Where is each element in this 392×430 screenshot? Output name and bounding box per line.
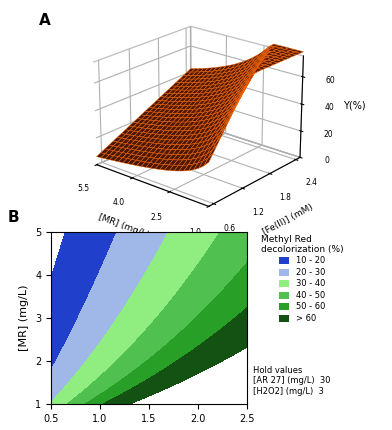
Text: Hold values
[AR 27] (mg/L)  30
[H2O2] (mg/L)  3: Hold values [AR 27] (mg/L) 30 [H2O2] (mg… [253,366,330,396]
Y-axis label: [MR] (mg/L): [MR] (mg/L) [20,285,29,351]
Y-axis label: [Fe(II)] (mM): [Fe(II)] (mM) [261,203,315,237]
Text: B: B [8,210,20,225]
X-axis label: [MR] (mg/L): [MR] (mg/L) [97,213,150,240]
Text: A: A [39,13,51,28]
Legend: 10 - 20, 20 - 30, 30 - 40, 40 - 50, 50 - 60, > 60: 10 - 20, 20 - 30, 30 - 40, 40 - 50, 50 -… [259,233,345,325]
